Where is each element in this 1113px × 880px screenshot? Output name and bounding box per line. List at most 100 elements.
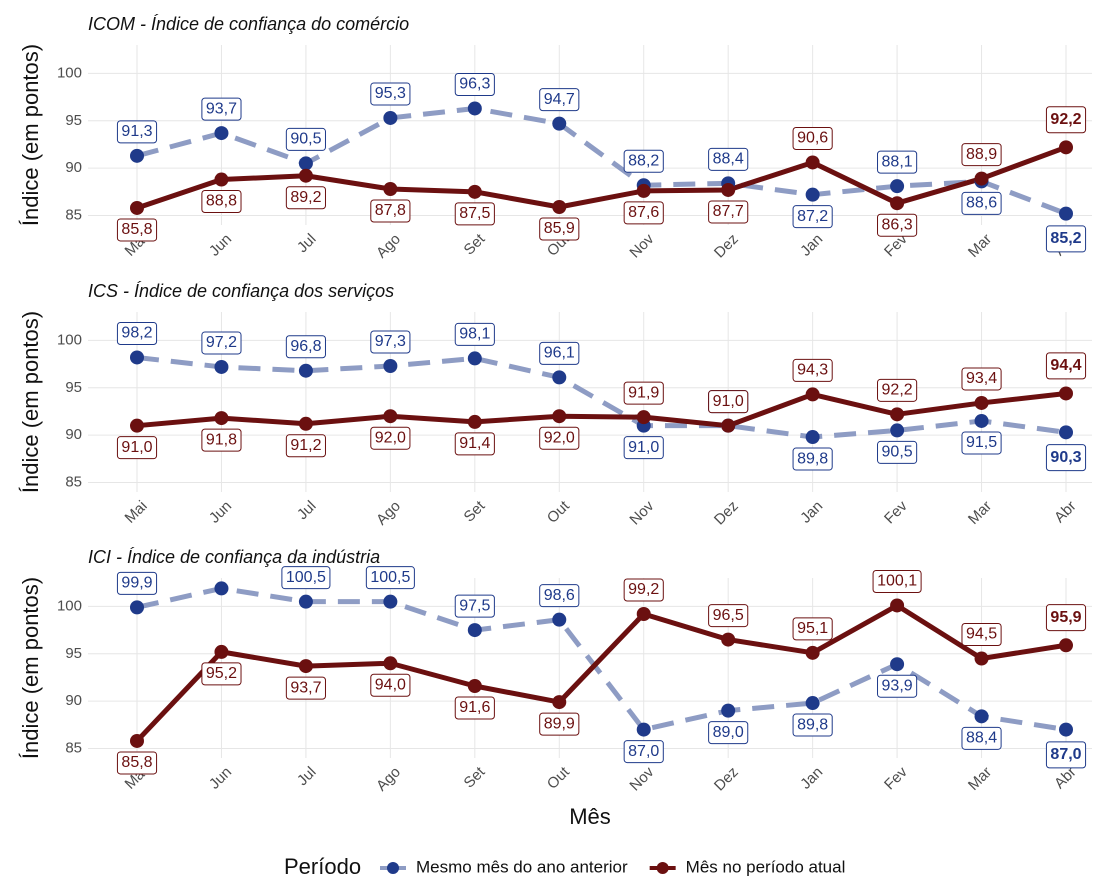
data-label: 93,7 <box>206 100 237 117</box>
x-tick-label: Nov <box>626 763 657 794</box>
data-label-box: 98,6 <box>539 584 580 608</box>
legend-label: Mesmo mês do ano anterior <box>416 857 628 876</box>
label-box <box>116 571 158 595</box>
data-label: 85,9 <box>544 220 575 237</box>
data-label-box: 90,5 <box>285 127 326 151</box>
data-label: 89,8 <box>797 716 828 733</box>
x-tick-label: Set <box>461 763 490 792</box>
data-label-box: 92,0 <box>539 426 580 450</box>
point <box>214 644 229 659</box>
data-label: 93,4 <box>966 370 997 387</box>
point <box>721 703 736 718</box>
data-label: 88,4 <box>713 151 744 168</box>
series-line <box>135 602 1067 743</box>
label-box <box>281 566 331 590</box>
data-label: 89,9 <box>544 715 575 732</box>
point <box>467 414 482 429</box>
label-box <box>201 97 242 121</box>
data-label: 91,0 <box>628 439 659 456</box>
data-label: 100,1 <box>877 573 917 590</box>
label-box <box>708 604 749 628</box>
point <box>805 187 820 202</box>
label-box <box>370 330 411 354</box>
data-label: 94,4 <box>1050 357 1081 374</box>
data-label: 85,8 <box>121 754 152 771</box>
series-line <box>136 144 1067 211</box>
data-label-box: 97,2 <box>201 331 242 355</box>
label-box <box>201 190 242 214</box>
point <box>805 696 820 711</box>
data-label-box: 95,1 <box>792 617 833 641</box>
series-line <box>136 390 1067 429</box>
point <box>890 407 905 422</box>
label-box <box>961 431 1002 455</box>
data-label-box: 93,4 <box>961 367 1002 391</box>
data-label: 98,6 <box>544 587 575 604</box>
data-label: 91,0 <box>121 439 152 456</box>
data-label-box: 88,4 <box>961 726 1002 750</box>
data-label: 94,0 <box>375 676 406 693</box>
label-box <box>285 335 326 359</box>
label-box <box>792 358 833 382</box>
data-label: 89,0 <box>713 724 744 741</box>
y-tick-label: 100 <box>57 597 82 614</box>
label-box <box>539 341 580 365</box>
point <box>552 370 567 385</box>
point <box>130 733 144 748</box>
data-label: 98,1 <box>459 326 490 343</box>
data-label-box: 87,2 <box>792 205 833 229</box>
label-box <box>539 712 580 736</box>
data-label: 87,6 <box>628 204 659 221</box>
data-label: 90,5 <box>882 444 913 461</box>
panel-title: ICOM - Índice de confiança do comércio <box>88 14 409 34</box>
label-box <box>708 390 749 414</box>
label-box <box>792 447 833 471</box>
label-box <box>454 202 495 226</box>
data-label-box: 89,2 <box>285 186 326 210</box>
x-tick-label: Abr <box>1051 498 1080 527</box>
label-box <box>708 200 749 224</box>
label-box <box>116 120 158 144</box>
point <box>974 413 989 428</box>
label-box <box>539 88 580 112</box>
data-label-box: 91,8 <box>201 428 242 452</box>
x-tick-label: Out <box>544 497 574 527</box>
point <box>467 184 482 199</box>
data-label-box: 88,2 <box>623 149 664 173</box>
data-label: 87,0 <box>628 743 659 760</box>
data-label: 91,4 <box>459 435 490 452</box>
label-box <box>116 751 158 775</box>
data-label: 92,2 <box>882 382 913 399</box>
data-label-box: 92,2 <box>877 378 918 402</box>
data-label: 88,1 <box>882 153 913 170</box>
label-box <box>623 149 664 173</box>
data-label: 91,0 <box>713 393 744 410</box>
label-box <box>877 440 918 464</box>
x-tick-label: Ago <box>373 231 404 262</box>
data-label-box: 87,6 <box>623 201 664 225</box>
point <box>1059 638 1073 653</box>
point <box>552 409 567 424</box>
label-box <box>201 428 242 452</box>
label-box <box>539 584 580 608</box>
point <box>974 395 989 410</box>
data-label-box: 93,9 <box>877 674 918 698</box>
data-label-box: 96,1 <box>539 341 580 365</box>
data-label-box: 88,6 <box>961 191 1002 215</box>
point <box>552 695 567 710</box>
data-label-box: 99,9 <box>116 571 158 595</box>
data-label: 91,6 <box>459 699 490 716</box>
label-box <box>116 436 158 460</box>
data-label-box: 91,4 <box>454 432 495 456</box>
point <box>1059 386 1073 401</box>
data-label-box: 85,8 <box>116 218 158 242</box>
label-box <box>454 322 495 346</box>
x-tick-label: Fev <box>881 497 911 527</box>
point <box>805 645 820 660</box>
y-tick-label: 95 <box>65 112 82 129</box>
point <box>214 359 229 374</box>
y-tick-label: 100 <box>57 331 82 348</box>
x-tick-label: Jul <box>294 764 320 790</box>
point <box>298 156 313 171</box>
